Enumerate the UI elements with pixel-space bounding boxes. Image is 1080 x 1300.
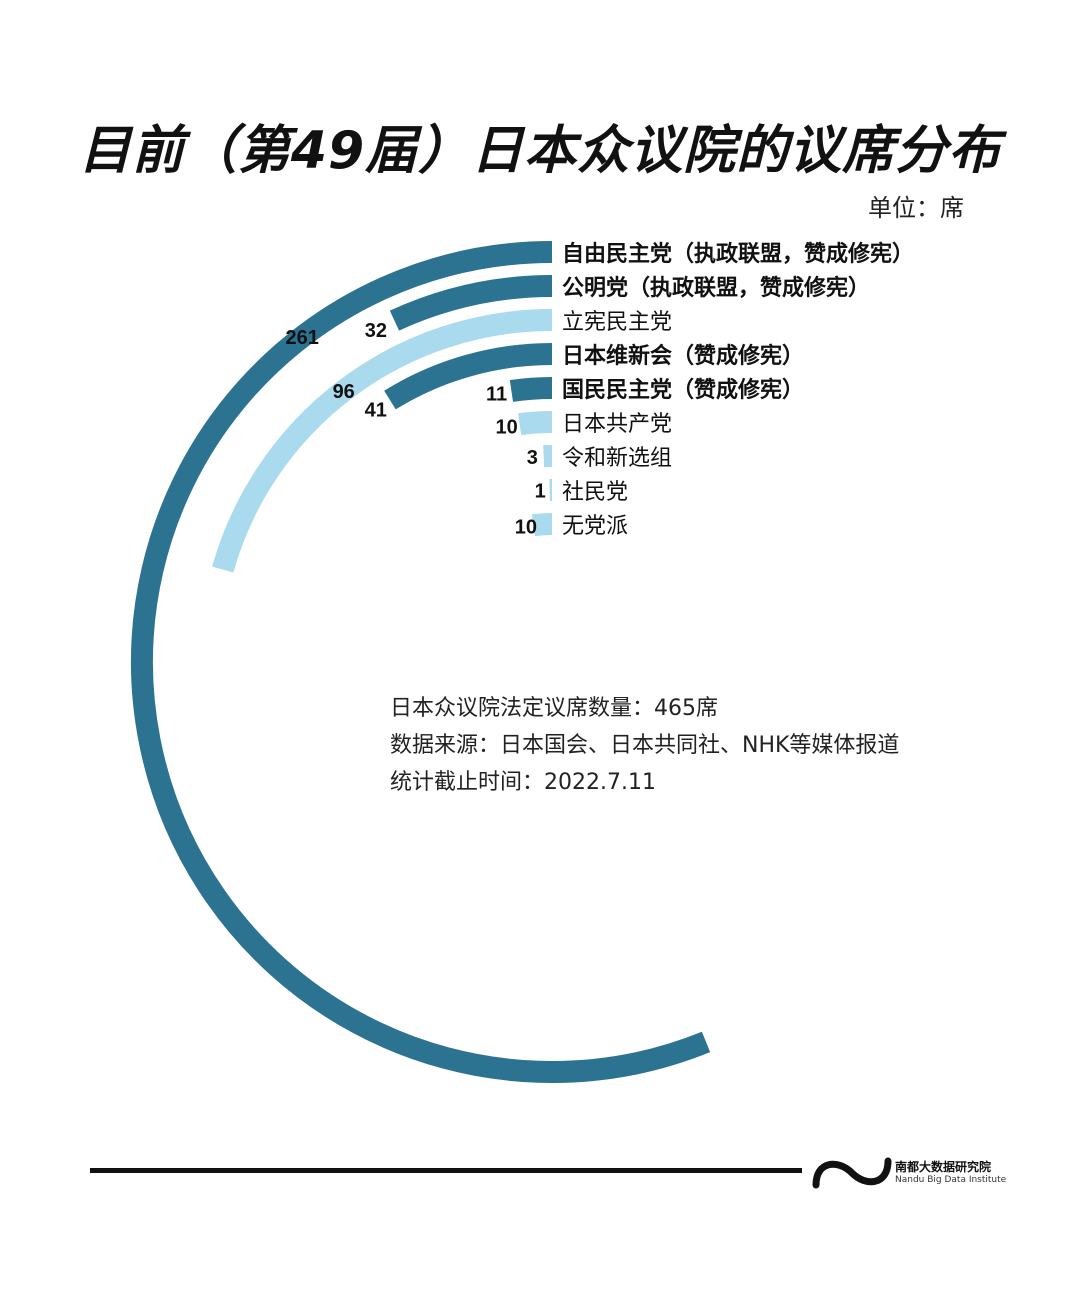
value-label-6: 3 xyxy=(527,447,538,469)
value-label-8: 10 xyxy=(515,517,537,539)
chart-title: 目前（第49届）日本众议院的议席分布 xyxy=(78,121,1002,181)
bar-2 xyxy=(212,309,553,573)
value-label-1: 32 xyxy=(365,320,387,342)
brand: 南都大数据研究院 Nandu Big Data Institute xyxy=(895,1160,1006,1186)
brand-name-en: Nandu Big Data Institute xyxy=(895,1175,1007,1185)
nandu-logo-icon xyxy=(812,1157,892,1189)
value-label-3: 41 xyxy=(365,399,387,421)
unit-label: 单位：席 xyxy=(868,194,964,222)
category-label-8: 无党派 xyxy=(562,514,628,539)
category-label-5: 日本共产党 xyxy=(562,412,672,437)
note-source: 数据来源：日本国会、日本共同社、NHK等媒体报道 xyxy=(390,733,900,758)
bar-4 xyxy=(509,377,553,402)
category-label-2: 立宪民主党 xyxy=(562,310,672,335)
value-label-7: 1 xyxy=(535,480,546,502)
bar-8 xyxy=(531,513,553,537)
value-label-0: 261 xyxy=(286,327,319,349)
category-label-1: 公明党（执政联盟，赞成修宪） xyxy=(562,275,870,301)
notes: 日本众议院法定议席数量：465席 数据来源：日本国会、日本共同社、NHK等媒体报… xyxy=(390,690,899,801)
category-label-6: 令和新选组 xyxy=(562,446,672,471)
brand-name-cn: 南都大数据研究院 xyxy=(895,1160,992,1174)
category-label-4: 国民民主党（赞成修宪） xyxy=(562,377,804,403)
bar-1 xyxy=(389,275,553,331)
bar-5 xyxy=(518,411,553,436)
category-label-7: 社民党 xyxy=(562,480,628,505)
category-label-3: 日本维新会（赞成修宪） xyxy=(562,343,804,369)
value-label-4: 11 xyxy=(486,384,507,406)
bar-3 xyxy=(384,343,553,410)
footer-divider xyxy=(90,1168,802,1173)
note-total-seats: 日本众议院法定议席数量：465席 xyxy=(390,696,718,721)
bar-0 xyxy=(131,241,711,1083)
radial-bar-chart: 261 自由民主党（执政联盟，赞成修宪） 32 公明党（执政联盟，赞成修宪） 96 立宪民… xyxy=(131,241,914,1083)
value-label-5: 10 xyxy=(495,416,517,438)
category-label-0: 自由民主党（执政联盟，赞成修宪） xyxy=(562,241,914,267)
note-date: 统计截止时间：2022.7.11 xyxy=(390,770,656,795)
value-label-2: 96 xyxy=(333,381,355,403)
